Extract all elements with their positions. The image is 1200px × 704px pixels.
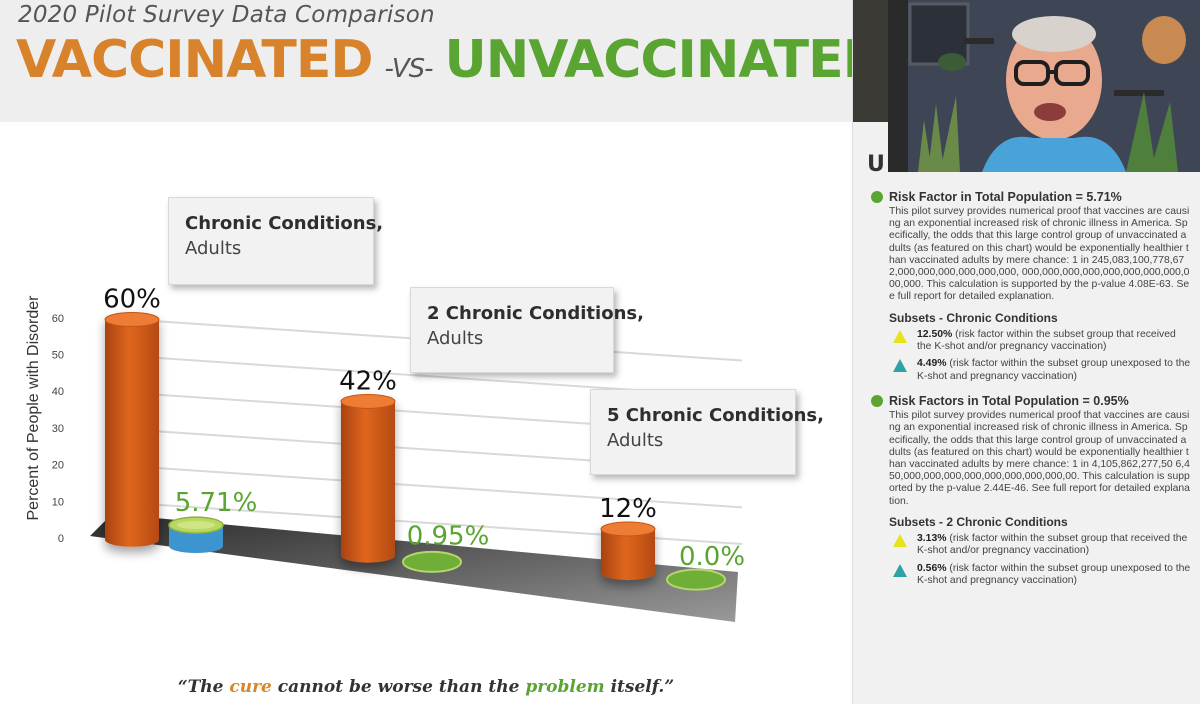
section-body: This pilot survey provides numerical pro… — [889, 206, 1190, 303]
webcam-presenter-video — [888, 0, 1200, 172]
yellow-triangle-icon — [893, 533, 907, 547]
yellow-triangle-icon — [893, 329, 907, 343]
callout-title: 2 Chronic Conditions, — [427, 303, 644, 324]
subset-text: 3.13% (risk factor within the subset gro… — [917, 533, 1191, 558]
slide-header: 2020 Pilot Survey Data Comparison VACCIN… — [0, 0, 886, 122]
subset-description: (risk factor within the subset group tha… — [917, 532, 1188, 557]
subset-heading: Subsets - 2 Chronic Conditions — [889, 514, 1068, 529]
gridline — [105, 463, 743, 509]
bar-value-label: 0.95% — [407, 521, 490, 551]
y-axis-label: Percent of People with Disorder — [25, 295, 42, 521]
slide-quote: “The cure cannot be worse than the probl… — [0, 677, 852, 697]
title-vaccinated: VACCINATED — [16, 30, 374, 90]
bar-value-label: 5.71% — [175, 488, 258, 518]
subset-description: (risk factor within the subset group tha… — [917, 328, 1176, 353]
section-heading: Risk Factor in Total Population = 5.71% — [871, 190, 1191, 204]
section-title: Risk Factor in Total Population = 5.71% — [889, 190, 1122, 204]
gridlines — [105, 316, 743, 546]
quote-cure: cure — [229, 677, 272, 697]
bar-unvaccinated — [666, 568, 726, 591]
callout-subtitle: Adults — [185, 238, 242, 259]
subset-heading: Subsets - Chronic Conditions — [889, 310, 1058, 325]
subset-value: 4.49% — [917, 358, 947, 370]
subset-value: 0.56% — [917, 562, 947, 574]
callout-2-chronic-conditions: 2 Chronic Conditions, Adults — [410, 287, 644, 373]
bar-value-label: 0.0% — [679, 542, 745, 572]
green-dot-icon — [871, 191, 883, 203]
section-heading: Risk Factors in Total Population = 0.95% — [871, 394, 1191, 408]
y-tick-label: 20 — [52, 460, 64, 472]
title-vs: -VS- — [384, 54, 434, 84]
subset-text: 4.49% (risk factor within the subset gro… — [917, 358, 1191, 383]
y-tick-label: 40 — [52, 386, 64, 398]
slide-title: VACCINATED -VS- UNVACCINATED — [16, 30, 886, 94]
teal-triangle-icon — [893, 359, 907, 373]
subset-text: 12.50% (risk factor within the subset gr… — [917, 329, 1191, 354]
quote-close: itself.” — [604, 677, 675, 697]
bar-value-label: 12% — [599, 494, 657, 524]
side-photo-strip — [853, 0, 889, 122]
side-heading: U — [867, 152, 885, 177]
section-body: This pilot survey provides numerical pro… — [889, 410, 1190, 507]
bar-vaccinated — [104, 312, 160, 547]
side-section-2: Risk Factors in Total Population = 0.95%… — [871, 394, 1191, 587]
presenter-video-frame — [888, 0, 1200, 172]
quote-problem: problem — [525, 677, 605, 697]
subset-description: (risk factor within the subset group une… — [917, 562, 1191, 587]
bar-unvaccinated — [168, 516, 224, 554]
section-title: Risk Factors in Total Population = 0.95% — [889, 394, 1129, 409]
slide-subtitle: 2020 Pilot Survey Data Comparison — [18, 2, 435, 28]
y-tick-label: 0 — [58, 533, 64, 545]
callout-title: 5 Chronic Conditions, — [607, 405, 824, 426]
subset-value: 12.50% — [917, 328, 953, 340]
subset-description: (risk factor within the subset group une… — [917, 358, 1191, 382]
bar-unvaccinated — [402, 550, 462, 573]
quote-open: “The — [177, 677, 230, 697]
bar-vaccinated — [600, 521, 656, 581]
teal-triangle-icon — [893, 563, 907, 577]
callout-subtitle: Adults — [607, 430, 664, 451]
subset-value: 3.13% — [917, 532, 947, 544]
subset-text: 0.56% (risk factor within the subset gro… — [917, 563, 1191, 588]
y-tick-label: 30 — [52, 423, 64, 435]
subset-item: 3.13% (risk factor within the subset gro… — [889, 533, 1191, 558]
quote-mid: cannot be worse than the — [271, 677, 526, 697]
title-unvaccinated: UNVACCINATED — [444, 30, 886, 90]
callout-5-chronic-conditions: 5 Chronic Conditions, Adults — [590, 389, 824, 475]
callout-title: Chronic Conditions, — [185, 213, 384, 234]
bar-value-label: 60% — [103, 285, 161, 315]
side-section-1: Risk Factor in Total Population = 5.71% … — [871, 190, 1191, 383]
subset-item: 0.56% (risk factor within the subset gro… — [889, 563, 1191, 588]
bar-vaccinated — [340, 393, 396, 563]
y-tick-label: 10 — [52, 496, 64, 508]
callout-chronic-conditions: Chronic Conditions, Adults — [168, 197, 384, 285]
y-tick-label: 60 — [52, 313, 64, 325]
side-content: Risk Factor in Total Population = 5.71% … — [871, 190, 1191, 593]
y-tick-label: 50 — [52, 350, 64, 362]
green-dot-icon — [871, 395, 883, 408]
subset-item: 4.49% (risk factor within the subset gro… — [889, 358, 1191, 383]
bar-value-label: 42% — [339, 366, 397, 396]
bar-chart: 0 10 20 30 40 50 60 Percent of People with Diso… — [25, 285, 745, 622]
subset-item: 12.50% (risk factor within the subset gr… — [889, 329, 1191, 354]
callout-subtitle: Adults — [427, 328, 484, 349]
